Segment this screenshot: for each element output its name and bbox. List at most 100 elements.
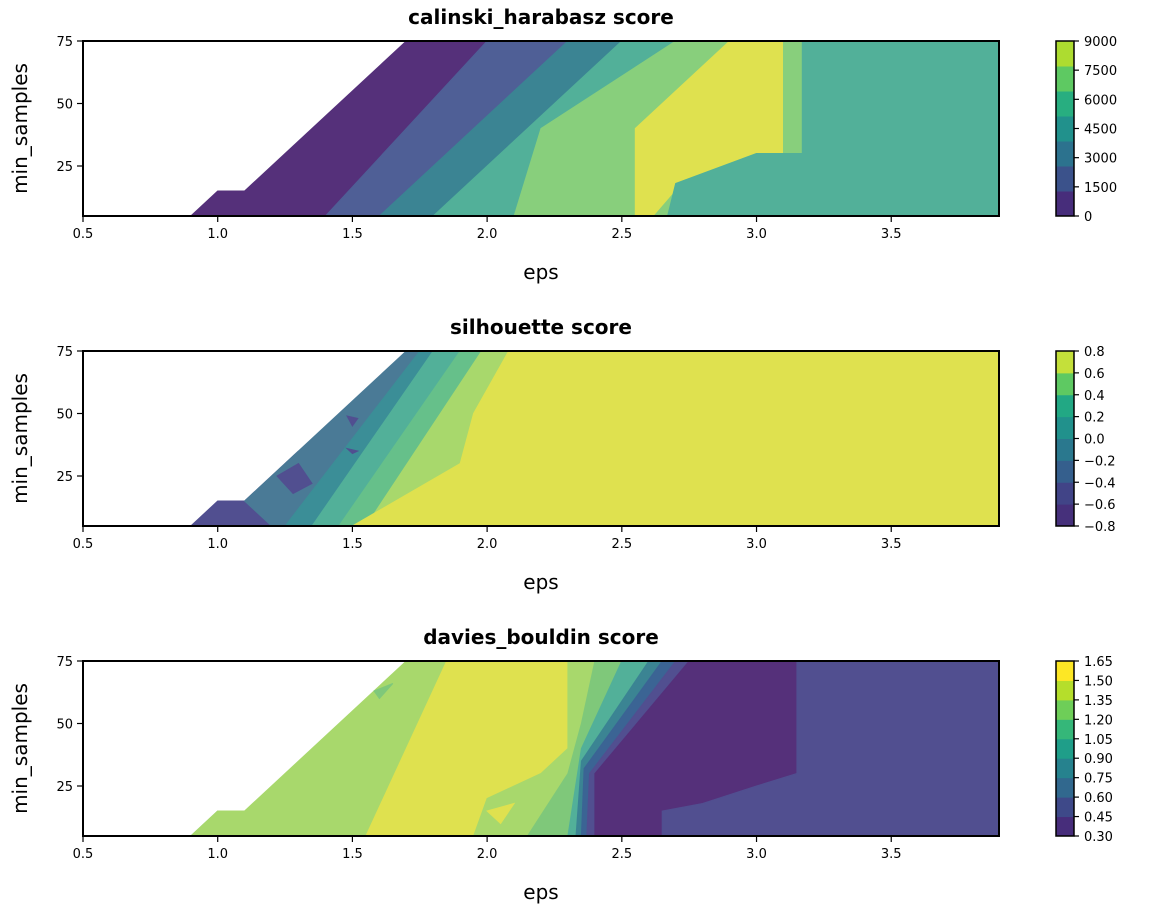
contour-patch-3	[345, 447, 360, 455]
contour-fill	[190, 41, 999, 216]
colorbar-tick-label: 1.05	[1084, 733, 1113, 748]
colorbar-tick-label: 0.90	[1084, 752, 1113, 767]
colorbar-segment-7	[1056, 699, 1074, 720]
contour-region-7	[575, 661, 663, 836]
x-tick-label: 1.0	[207, 537, 228, 552]
colorbar-tick-label: −0.4	[1084, 476, 1116, 491]
x-tick-label: 1.0	[207, 847, 228, 862]
colorbar-segment-9	[1056, 661, 1074, 681]
colorbar-tick-label: 1.20	[1084, 713, 1113, 728]
plot-frame	[82, 660, 1000, 837]
colorbar-tick-label: 6000	[1084, 93, 1117, 108]
colorbar-segment-1	[1056, 504, 1074, 527]
colorbar-tick-label: −0.2	[1084, 454, 1116, 469]
colorbar-segment-4	[1056, 438, 1074, 461]
x-tick-label: 2.0	[477, 847, 498, 862]
colorbar-segment-7	[1056, 41, 1074, 67]
colorbar-tick-label: 0	[1084, 210, 1092, 225]
colorbar-segment-8	[1056, 680, 1074, 701]
x-tick-label: 1.0	[207, 227, 228, 242]
colorbar-frame	[1055, 660, 1075, 837]
contour-region-3	[284, 351, 434, 526]
colorbar-segment-3	[1056, 141, 1074, 167]
contour-region-11	[661, 661, 999, 836]
colorbar-segment-8	[1056, 351, 1074, 374]
chart-title: davies_bouldin score	[423, 625, 659, 649]
colorbar: 1.65 1.50 1.35 1.20 1.05 0.90 0.75 0.60 0.45 0.30	[1055, 655, 1113, 845]
colorbar-segment-6	[1056, 394, 1074, 418]
colorbar-tick-label: 0.45	[1084, 811, 1113, 826]
colorbar-tick-label: 0.75	[1084, 772, 1113, 787]
x-axis-label: eps	[523, 260, 558, 284]
colorbar-tick-label: 7500	[1084, 64, 1117, 79]
contour-fill	[190, 351, 999, 526]
y-tick-label: 50	[56, 408, 73, 423]
contour-patch-1	[373, 683, 394, 700]
x-tick-label: 3.5	[881, 847, 902, 862]
chart-title: calinski_harabasz score	[408, 5, 674, 29]
y-tick-label: 50	[56, 718, 73, 733]
plot-frame	[82, 40, 1000, 217]
y-tick-label: 75	[56, 655, 73, 670]
y-tick-label: 50	[56, 98, 73, 113]
colorbar-segment-5	[1056, 91, 1074, 117]
x-tick-label: 0.5	[73, 537, 94, 552]
colorbar: 0.8 0.6 0.4 0.2 0.0 −0.2 −0.4 −0.6 −0.8	[1055, 345, 1116, 535]
x-tick-label: 2.5	[611, 537, 632, 552]
contour-region-1	[190, 41, 488, 216]
contour-region-4	[311, 351, 461, 526]
y-tick-label: 25	[56, 780, 73, 795]
y-axis-label: min_samples	[8, 683, 32, 814]
contour-patch-2	[346, 415, 359, 427]
colorbar-tick-label: 1.50	[1084, 674, 1113, 689]
colorbar-tick-label: 0.60	[1084, 791, 1113, 806]
contour-region-5	[338, 351, 483, 526]
chart-panel-1: calinski_harabasz score 0.5 1.0 1.5 2.0 2.5 3.…	[8, 5, 1117, 284]
x-axis-label: eps	[523, 570, 558, 594]
colorbar-segment-5	[1056, 416, 1074, 439]
colorbar-tick-label: 0.4	[1084, 389, 1105, 404]
x-tick-label: 2.5	[611, 227, 632, 242]
contour-region-6	[567, 661, 650, 836]
colorbar-segment-2	[1056, 482, 1074, 505]
x-tick-label: 1.5	[342, 537, 363, 552]
colorbar-segment-1	[1056, 816, 1074, 837]
colorbar-segment-5	[1056, 738, 1074, 759]
x-tick-label: 3.0	[746, 227, 767, 242]
chart-title: silhouette score	[450, 315, 632, 339]
colorbar-segment-2	[1056, 166, 1074, 192]
y-tick-label: 25	[56, 470, 73, 485]
colorbar-segment-2	[1056, 797, 1074, 818]
y-axis-label: min_samples	[8, 373, 32, 504]
contour-region-2	[324, 41, 569, 216]
colorbar-tick-label: 3000	[1084, 152, 1117, 167]
colorbar-segment-7	[1056, 372, 1074, 396]
colorbar-tick-label: 0.6	[1084, 367, 1105, 382]
contour-region-8	[580, 661, 677, 836]
contour-fill	[190, 661, 999, 836]
x-tick-label: 0.5	[73, 227, 94, 242]
contour-region-7	[351, 351, 999, 526]
contour-region-8	[667, 41, 999, 216]
chart-panel-2: silhouette score 0.5 1.0 1.5 2.0 2.5 3.0 3.5 eps…	[8, 315, 1116, 594]
colorbar-tick-label: 4500	[1084, 123, 1117, 138]
colorbar-tick-label: 0.30	[1084, 830, 1113, 845]
x-axis-label: eps	[523, 880, 558, 904]
contour-region-2	[190, 661, 448, 836]
contour-region-9	[586, 661, 690, 836]
x-tick-label: 3.5	[881, 537, 902, 552]
colorbar-tick-label: 1.65	[1084, 655, 1113, 670]
colorbar-tick-label: 1.35	[1084, 694, 1113, 709]
colorbar: 0 1500 3000 4500 6000 7500 9000	[1055, 35, 1117, 225]
x-tick-label: 1.5	[342, 227, 363, 242]
colorbar-segment-4	[1056, 758, 1074, 779]
colorbar-segment-3	[1056, 777, 1074, 798]
y-axis-label: min_samples	[8, 63, 32, 194]
x-tick-label: 3.0	[746, 537, 767, 552]
colorbar-tick-label: 0.8	[1084, 345, 1105, 360]
colorbar-tick-label: −0.8	[1084, 520, 1116, 535]
y-tick-label: 25	[56, 160, 73, 175]
x-tick-label: 2.5	[611, 847, 632, 862]
contour-patch-2	[486, 802, 516, 825]
